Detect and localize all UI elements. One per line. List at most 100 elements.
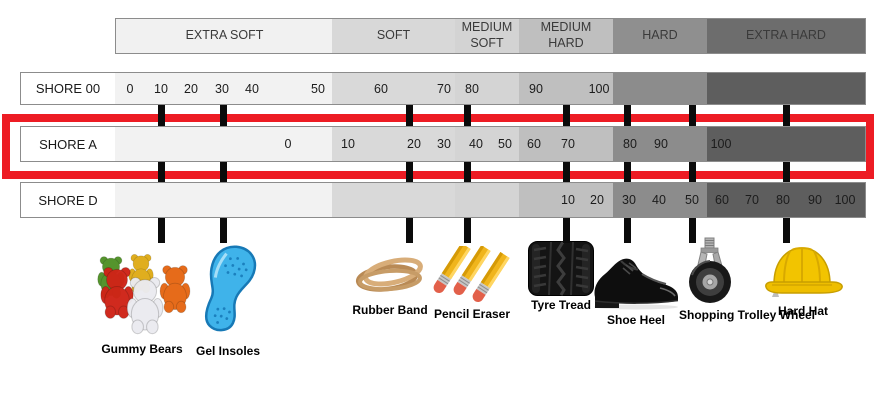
scale-value: 30 [622,193,636,207]
row-color-segment [613,127,707,161]
scale-value: 10 [561,193,575,207]
hard-hat-image [765,247,843,297]
scale-value: 70 [437,81,451,96]
rubber-band-image [355,257,423,292]
scale-value: 90 [529,81,543,96]
scale-value: 60 [527,137,541,151]
item-shoe-heel: Shoe Heel [590,252,682,327]
item-gummy-bears: Gummy Bears [89,240,195,356]
item-gel-insoles: Gel Insoles [196,243,260,358]
header-segment-hard: HARD [613,19,707,53]
scale-value: 10 [154,81,168,96]
scale-row-shore-d: SHORE D 10 20 30 40 50 60 70 80 90 100 [20,182,866,218]
scale-tick [220,105,227,243]
header-segment-soft: SOFT [332,19,455,53]
row-color-segment [707,73,865,104]
scale-value: 30 [437,137,451,151]
header-segment-label: EXTRA SOFT [185,28,264,43]
item-label: Gel Insoles [196,344,261,358]
row-color-segment [113,73,332,104]
scale-value: 70 [745,193,759,207]
item-rubber-band: Rubber Band [351,253,429,317]
scale-value: 50 [685,193,699,207]
scale-value: 90 [654,137,668,151]
scale-row-shore-00: SHORE 00 0 10 20 30 40 50 60 70 80 90 100 [20,72,866,105]
header-segment-label: MEDIUM HARD [540,20,592,50]
row-color-segment [455,73,519,104]
item-tyre-tread: Tyre Tread [527,240,595,312]
scale-value: 90 [808,193,822,207]
scale-value: 100 [834,193,856,207]
item-label: Rubber Band [352,303,428,317]
scale-tick [563,105,570,243]
header-segment-extra-soft: EXTRA SOFT [117,19,332,53]
item-label: Hard Hat [777,304,828,318]
header-segment-label: MEDIUM SOFT [461,20,513,50]
row-color-segment [332,73,455,104]
scale-row-label: SHORE D [21,183,115,217]
row-color-segment [332,127,455,161]
scale-value: 20 [184,81,198,96]
row-color-segment [332,183,455,217]
scale-value: 60 [374,81,388,96]
scale-tick [783,105,790,243]
shore-a-highlight-box [2,114,874,179]
gel-insoles-image [204,245,257,332]
header-segment-label: EXTRA HARD [746,28,826,43]
header-segment-medium-hard: MEDIUM HARD [519,19,613,53]
row-color-segment [519,183,613,217]
scale-value: 20 [407,137,421,151]
scale-value: 80 [776,193,790,207]
scale-value: 80 [623,137,637,151]
item-shopping-trolley-wheel: Shopping Trolley Wheel [679,237,815,322]
row-color-segment [519,73,613,104]
row-color-segment [519,127,613,161]
scale-value: 0 [284,137,292,151]
row-color-segment [613,183,707,217]
item-label: Tyre Tread [531,298,591,312]
scale-value: 40 [245,81,259,96]
item-label: Pencil Eraser [433,307,511,321]
scale-value: 40 [652,193,666,207]
scale-value: 20 [590,193,604,207]
scale-value: 80 [465,81,479,96]
row-color-segment [113,183,332,217]
row-color-segment [613,73,707,104]
item-label: Shopping Trolley Wheel [679,308,816,322]
scale-row-shore-a: SHORE A 0 10 20 30 40 50 60 70 80 90 100 [20,126,866,162]
tyre-tread-image [528,241,594,296]
scale-row-label: SHORE 00 [21,73,115,104]
scale-value: 60 [715,193,729,207]
scale-value: 70 [561,137,575,151]
row-color-segment [707,183,865,217]
scale-value: 50 [311,81,325,96]
shoe-heel-image [594,258,679,310]
row-color-segment [455,183,519,217]
row-color-segment [455,127,519,161]
scale-tick [406,105,413,243]
item-label: Gummy Bears [101,342,183,356]
scale-value: 30 [215,81,229,96]
scale-value: 10 [341,137,355,151]
header-segment-extra-hard: EXTRA HARD [707,19,865,53]
gummy-bears-image [97,254,191,335]
item-label: Shoe Heel [606,313,666,327]
row-color-segment [113,127,332,161]
scale-value: 100 [588,81,610,96]
header-segment-label: HARD [642,28,678,43]
header-segment-label: SOFT [376,28,411,43]
scale-tick [624,105,631,243]
item-pencil-eraser: Pencil Eraser [432,246,512,321]
scale-tick [158,105,165,243]
scale-value: 0 [126,81,134,96]
scale-tick [464,105,471,243]
scale-value: 50 [498,137,512,151]
scale-value: 40 [469,137,483,151]
header-band: EXTRA SOFT SOFT MEDIUM SOFT MEDIUM HARD HARD… [115,18,866,54]
scale-value: 100 [710,137,732,151]
row-color-segment [707,127,865,161]
header-segment-medium-soft: MEDIUM SOFT [455,19,519,53]
item-hard-hat: Hard Hat [762,241,844,318]
scale-row-label: SHORE A [21,127,115,161]
